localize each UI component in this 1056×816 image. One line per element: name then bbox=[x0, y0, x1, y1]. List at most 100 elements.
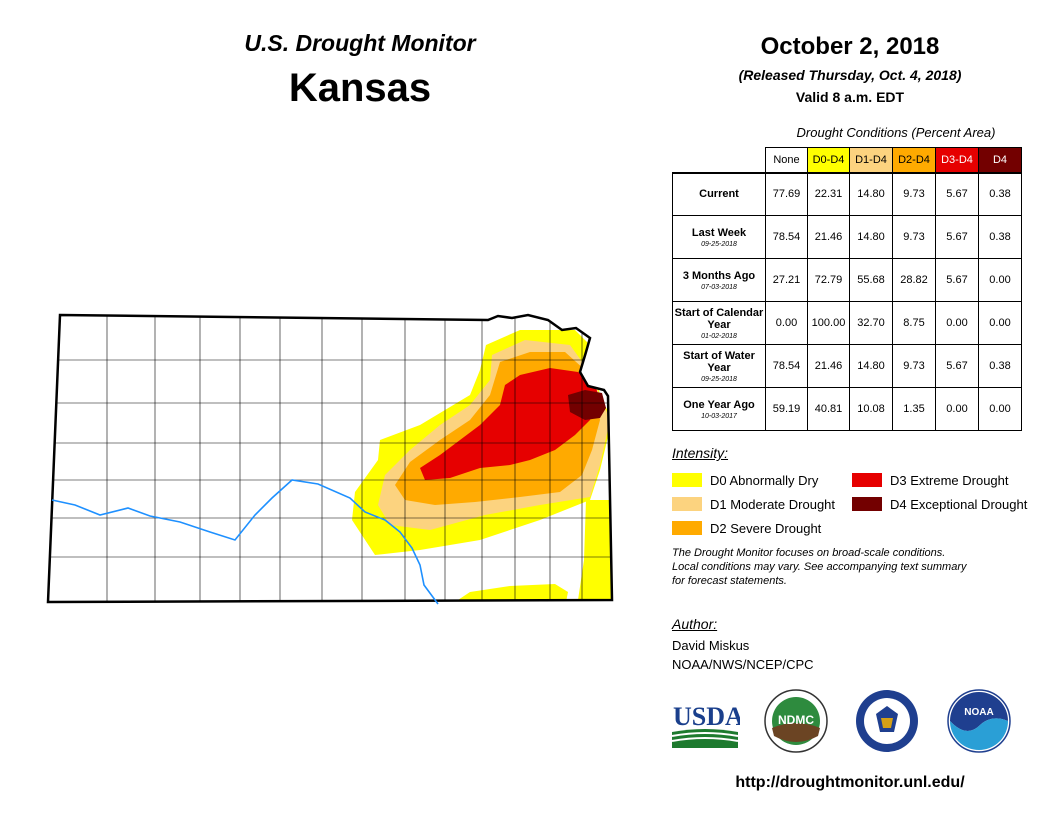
author-organization: NOAA/NWS/NCEP/CPC bbox=[672, 657, 814, 672]
table-cell: 0.00 bbox=[978, 258, 1022, 302]
column-header: D2-D4 bbox=[892, 147, 936, 173]
legend-item-d3: D3 Extreme Drought bbox=[852, 471, 1009, 489]
release-date: (Released Thursday, Oct. 4, 2018) bbox=[738, 67, 962, 83]
table-cell: 28.82 bbox=[892, 258, 936, 302]
row-label-cell: Current bbox=[672, 171, 766, 216]
table-corner bbox=[672, 147, 766, 173]
table-cell: 21.46 bbox=[807, 215, 850, 259]
row-label: Last Week bbox=[691, 226, 747, 239]
row-label-cell: One Year Ago 10-03-2017 bbox=[672, 387, 766, 431]
table-cell: 10.08 bbox=[849, 387, 893, 431]
note-line: Local conditions may vary. See accompany… bbox=[672, 561, 967, 573]
table-row: Start of Water Year 09-25-2018 78.54 21.46 1… bbox=[672, 344, 1022, 388]
column-header: D0-D4 bbox=[807, 147, 850, 173]
row-date: 01-02-2018 bbox=[701, 332, 737, 340]
row-label: Start of Water Year bbox=[683, 349, 755, 374]
table-cell: 27.21 bbox=[765, 258, 808, 302]
legend-item-d1: D1 Moderate Drought bbox=[672, 495, 835, 513]
legend-label-d0: D0 Abnormally Dry bbox=[710, 472, 819, 488]
row-label: Current bbox=[699, 188, 739, 201]
d0-area-south bbox=[455, 584, 568, 602]
legend-label-d2: D2 Severe Drought bbox=[710, 520, 822, 536]
legend-label-d1: D1 Moderate Drought bbox=[710, 496, 836, 512]
table-cell: 5.67 bbox=[935, 344, 979, 388]
table-cell: 9.73 bbox=[892, 344, 936, 388]
table-cell: 59.19 bbox=[765, 387, 808, 431]
table-cell: 0.00 bbox=[935, 387, 979, 431]
table-header-row: None D0-D4 D1-D4 D2-D4 D3-D4 D4 bbox=[672, 147, 1022, 173]
legend-swatch-d3 bbox=[852, 473, 882, 487]
table-cell: 32.70 bbox=[849, 301, 893, 345]
arkansas-river bbox=[51, 479, 439, 605]
svg-text:NDMC: NDMC bbox=[778, 713, 814, 727]
svg-text:USDA: USDA bbox=[673, 702, 740, 731]
d4-area bbox=[568, 390, 606, 420]
legend-swatch-d2 bbox=[672, 521, 702, 535]
row-date: 09-25-2018 bbox=[701, 375, 737, 383]
map-subtitle: U.S. Drought Monitor bbox=[244, 30, 476, 56]
legend-item-d0: D0 Abnormally Dry bbox=[672, 471, 818, 489]
legend-item-d4: D4 Exceptional Drought bbox=[852, 495, 1027, 513]
row-date: 10-03-2017 bbox=[701, 412, 737, 420]
noaa-logo: NOAA bbox=[947, 689, 1011, 753]
map-date: October 2, 2018 bbox=[760, 33, 940, 60]
row-date: 07-03-2018 bbox=[701, 283, 737, 291]
table-cell: 9.73 bbox=[892, 171, 936, 216]
table-cell: 72.79 bbox=[807, 258, 850, 302]
table-row: Last Week 09-25-2018 78.54 21.46 14.80 9.73 5.… bbox=[672, 215, 1022, 259]
table-cell: 55.68 bbox=[849, 258, 893, 302]
table-cell: 78.54 bbox=[765, 215, 808, 259]
note-line: for forecast statements. bbox=[672, 575, 787, 587]
website-url[interactable]: http://droughtmonitor.unl.edu/ bbox=[735, 774, 965, 791]
table-cell: 14.80 bbox=[849, 171, 893, 216]
legend-swatch-d1 bbox=[672, 497, 702, 511]
table-cell: 14.80 bbox=[849, 215, 893, 259]
table-cell: 0.38 bbox=[978, 344, 1022, 388]
map-title: Kansas bbox=[288, 66, 432, 110]
row-label: Start of Calendar Year bbox=[674, 306, 764, 331]
table-cell: 5.67 bbox=[935, 215, 979, 259]
table-cell: 8.75 bbox=[892, 301, 936, 345]
table-cell: 77.69 bbox=[765, 171, 808, 216]
ndmc-logo: NDMC bbox=[764, 689, 828, 753]
note-line: The Drought Monitor focuses on broad-sca… bbox=[672, 547, 946, 559]
row-label: One Year Ago bbox=[683, 398, 755, 411]
commerce-seal-logo bbox=[856, 690, 918, 752]
county-boundaries bbox=[48, 315, 612, 602]
table-row: One Year Ago 10-03-2017 59.19 40.81 10.08 1.3… bbox=[672, 387, 1022, 431]
table-cell: 14.80 bbox=[849, 344, 893, 388]
column-header: D1-D4 bbox=[849, 147, 893, 173]
author-name: David Miskus bbox=[672, 638, 750, 653]
table-cell: 9.73 bbox=[892, 215, 936, 259]
svg-text:NOAA: NOAA bbox=[964, 707, 993, 718]
legend-label-d3: D3 Extreme Drought bbox=[890, 472, 1009, 488]
table-body: Current 77.69 22.31 14.80 9.73 5.67 0.38 Last W… bbox=[672, 171, 1022, 431]
table-row: Start of Calendar Year 01-02-2018 0.00 100.… bbox=[672, 301, 1022, 345]
column-header: D4 bbox=[978, 147, 1022, 173]
valid-time: Valid 8 a.m. EDT bbox=[795, 89, 905, 105]
table-cell: 40.81 bbox=[807, 387, 850, 431]
table-cell: 0.00 bbox=[978, 387, 1022, 431]
row-label-cell: Last Week 09-25-2018 bbox=[672, 215, 766, 259]
row-date: 09-25-2018 bbox=[701, 240, 737, 248]
row-label-cell: Start of Calendar Year 01-02-2018 bbox=[672, 301, 766, 345]
table-cell: 22.31 bbox=[807, 171, 850, 216]
drought-conditions-table: None D0-D4 D1-D4 D2-D4 D3-D4 D4 Current 7… bbox=[672, 147, 1022, 431]
table-cell: 0.00 bbox=[978, 301, 1022, 345]
table-cell: 78.54 bbox=[765, 344, 808, 388]
column-header: D3-D4 bbox=[935, 147, 979, 173]
kansas-drought-map bbox=[46, 313, 614, 605]
table-cell: 1.35 bbox=[892, 387, 936, 431]
table-cell: 0.00 bbox=[935, 301, 979, 345]
d0-area-southeast bbox=[578, 500, 612, 600]
legend-swatch-d0 bbox=[672, 473, 702, 487]
table-cell: 100.00 bbox=[807, 301, 850, 345]
table-cell: 0.38 bbox=[978, 215, 1022, 259]
table-cell: 21.46 bbox=[807, 344, 850, 388]
row-label-cell: 3 Months Ago 07-03-2018 bbox=[672, 258, 766, 302]
kansas-state-outline bbox=[46, 313, 614, 604]
legend-swatch-d4 bbox=[852, 497, 882, 511]
column-header: None bbox=[765, 147, 808, 173]
disclaimer-note: The Drought Monitor focuses on broad-sca… bbox=[672, 546, 1032, 588]
table-cell: 5.67 bbox=[935, 171, 979, 216]
